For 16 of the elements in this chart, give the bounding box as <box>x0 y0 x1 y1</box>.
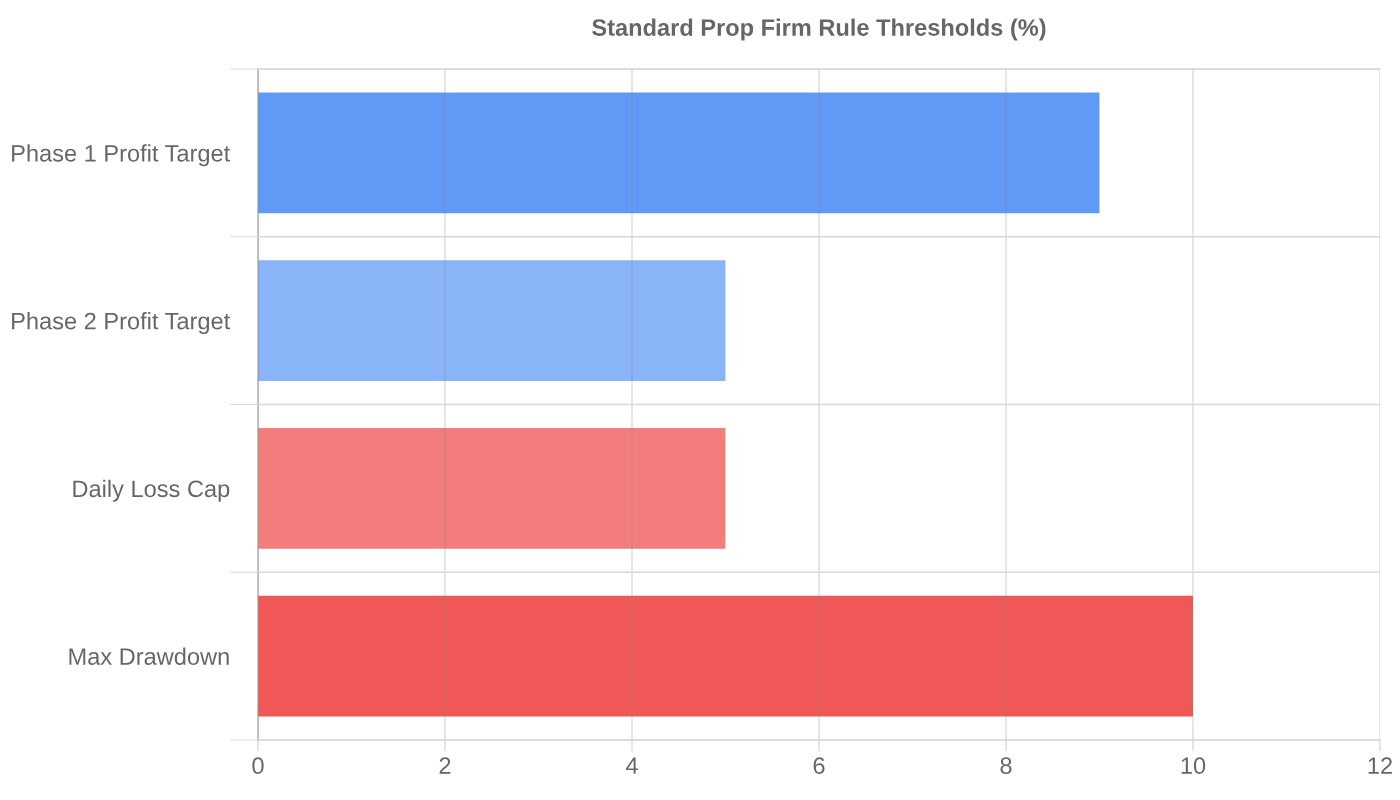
y-tick-label: Phase 2 Profit Target <box>12 312 231 335</box>
x-tick-label: 6 <box>813 757 825 775</box>
bar <box>258 427 726 549</box>
x-tick-label: 8 <box>1000 757 1012 775</box>
bar <box>258 595 1193 717</box>
x-tick-label: 4 <box>625 757 638 774</box>
y-tick-label: Max Drawdown <box>69 647 229 665</box>
y-tick-label: Phase 1 Profit Target <box>12 144 231 167</box>
y-tick-label: Daily Loss Cap <box>73 479 230 502</box>
bar <box>258 92 1100 214</box>
x-tick-label: 12 <box>1368 757 1392 774</box>
bar <box>258 260 726 382</box>
chart-title: Standard Prop Firm Rule Thresholds (%) <box>592 18 1046 41</box>
x-tick-label: 10 <box>1181 757 1206 775</box>
x-tick-label: 2 <box>439 757 451 774</box>
x-tick-label: 0 <box>252 757 264 775</box>
